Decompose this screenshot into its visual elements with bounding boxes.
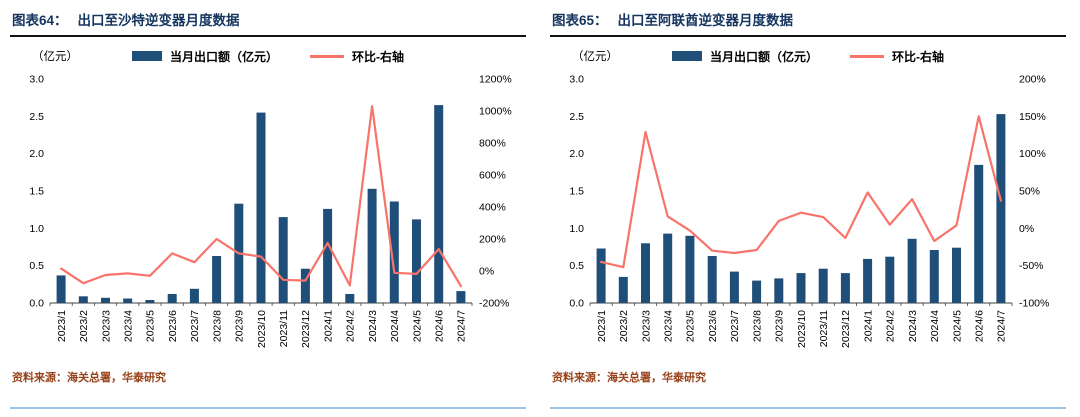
figure-65-header: 图表65： 出口至阿联酋逆变器月度数据 [550,6,1066,37]
svg-text:2023/3: 2023/3 [640,310,652,342]
svg-text:50%: 50% [1019,186,1040,198]
svg-text:1.0: 1.0 [29,223,44,235]
figure-65-panel: 图表65： 出口至阿联酋逆变器月度数据 （亿元） 当月出口额（亿元） 环比-右轴 … [540,0,1080,417]
svg-text:800%: 800% [479,138,506,150]
figure-65-number: 图表65： [552,13,608,28]
svg-text:2.0: 2.0 [569,148,584,160]
svg-text:2024/2: 2024/2 [885,310,897,342]
legend-label-export: 当月出口额（亿元） [169,49,278,64]
svg-text:2024/4: 2024/4 [929,310,941,342]
legend-row: （亿元） 当月出口额（亿元） 环比-右轴 [10,41,526,71]
svg-text:2024/3: 2024/3 [367,310,379,342]
svg-text:2023/5: 2023/5 [145,310,157,342]
svg-text:2024/1: 2024/1 [322,310,334,342]
svg-text:2023/7: 2023/7 [189,310,201,342]
svg-text:0.5: 0.5 [569,260,584,272]
svg-text:2023/8: 2023/8 [751,310,763,342]
svg-text:-100%: -100% [1019,298,1049,310]
svg-text:2.5: 2.5 [569,111,584,123]
legend-item-mom-line: 环比-右轴 [310,48,404,65]
svg-text:2023/7: 2023/7 [729,310,741,342]
svg-text:400%: 400% [479,202,506,214]
left-axis-unit-label: （亿元） [32,51,78,63]
svg-text:2023/2: 2023/2 [78,310,90,342]
svg-text:2023/4: 2023/4 [123,310,135,342]
svg-text:2024/5: 2024/5 [951,310,963,342]
svg-text:2023/12: 2023/12 [300,310,312,348]
svg-text:2023/11: 2023/11 [818,310,830,347]
svg-text:2023/6: 2023/6 [167,310,179,342]
svg-text:2023/10: 2023/10 [256,310,268,348]
line-series-swatch-icon [310,54,344,58]
svg-text:0.0: 0.0 [29,298,44,310]
svg-text:2023/3: 2023/3 [100,310,112,342]
svg-text:2023/5: 2023/5 [685,310,697,342]
figure-64-panel: 图表64： 出口至沙特逆变器月度数据 （亿元） 当月出口额（亿元） 环比-右轴 0… [10,6,526,409]
svg-text:600%: 600% [479,170,506,182]
svg-text:-200%: -200% [479,298,509,310]
line-series-swatch-icon [850,54,884,58]
source-note: 资料来源：海关总署，华泰研究 [12,372,166,384]
svg-text:3.0: 3.0 [569,74,584,86]
legend-label-mom: 环比-右轴 [892,49,944,64]
svg-text:2024/6: 2024/6 [973,310,985,342]
svg-text:2023/12: 2023/12 [840,310,852,348]
legend-label-export: 当月出口额（亿元） [709,49,818,64]
legend-row: （亿元） 当月出口额（亿元） 环比-右轴 [550,41,1066,71]
bar-series-swatch-icon [131,51,162,61]
legend-item-mom-line: 环比-右轴 [850,48,944,65]
figure-64-number: 图表64： [12,13,68,28]
svg-text:2023/4: 2023/4 [663,310,675,342]
svg-text:2024/2: 2024/2 [345,310,357,342]
svg-text:2024/5: 2024/5 [411,310,423,342]
figure-64-header: 图表64： 出口至沙特逆变器月度数据 [10,6,526,37]
svg-text:2024/7: 2024/7 [456,310,468,342]
svg-text:2024/1: 2024/1 [862,310,874,342]
svg-text:2.5: 2.5 [29,111,44,123]
svg-text:2024/7: 2024/7 [996,310,1008,342]
legend-item-export-bar: 当月出口额（亿元） [671,48,818,65]
bar-series-swatch-icon [671,51,702,61]
svg-text:2023/11: 2023/11 [278,310,290,347]
svg-text:2024/6: 2024/6 [433,310,445,342]
figure-64-title: 出口至沙特逆变器月度数据 [77,13,240,28]
svg-text:200%: 200% [479,234,506,246]
svg-text:1200%: 1200% [479,74,512,86]
left-axis-unit-label: （亿元） [572,51,618,63]
chart-legend: 当月出口额（亿元） 环比-右轴 [671,48,944,65]
svg-text:1000%: 1000% [479,106,512,118]
chart-legend: 当月出口额（亿元） 环比-右轴 [131,48,404,65]
svg-text:0%: 0% [479,266,494,278]
svg-text:100%: 100% [1019,148,1046,160]
svg-text:0.5: 0.5 [29,260,44,272]
svg-text:2023/9: 2023/9 [774,310,786,342]
svg-text:2024/3: 2024/3 [907,310,919,342]
svg-text:2.0: 2.0 [29,148,44,160]
source-note: 资料来源：海关总署，华泰研究 [552,372,706,384]
svg-text:150%: 150% [1019,111,1046,123]
bottom-divider [10,407,526,409]
svg-text:1.0: 1.0 [569,223,584,235]
svg-text:200%: 200% [1019,74,1046,86]
svg-text:2024/4: 2024/4 [389,310,401,342]
svg-text:1.5: 1.5 [569,186,584,198]
svg-text:2023/1: 2023/1 [56,310,68,342]
svg-text:2023/6: 2023/6 [707,310,719,342]
svg-text:0%: 0% [1019,223,1034,235]
svg-text:3.0: 3.0 [29,74,44,86]
svg-text:2023/9: 2023/9 [234,310,246,342]
svg-text:1.5: 1.5 [29,186,44,198]
svg-text:2023/2: 2023/2 [618,310,630,342]
saudi-export-chart: 0.0 0.5 1.0 1.5 2.0 2.5 3.0 -200% 0% 200% 400% 600%… [29,74,512,348]
bottom-divider [550,407,1066,409]
legend-item-export-bar: 当月出口额（亿元） [131,48,278,65]
svg-text:-50%: -50% [1019,260,1044,272]
uae-export-chart: 0.0 0.5 1.0 1.5 2.0 2.5 3.0 -100% -50% 0% 50% 100% 1… [569,74,1049,348]
svg-text:2023/8: 2023/8 [211,310,223,342]
legend-label-mom: 环比-右轴 [352,49,404,64]
svg-text:2023/10: 2023/10 [796,310,808,348]
figure-65-title: 出口至阿联酋逆变器月度数据 [617,13,794,28]
svg-text:0.0: 0.0 [569,298,584,310]
svg-text:2023/1: 2023/1 [596,310,608,342]
